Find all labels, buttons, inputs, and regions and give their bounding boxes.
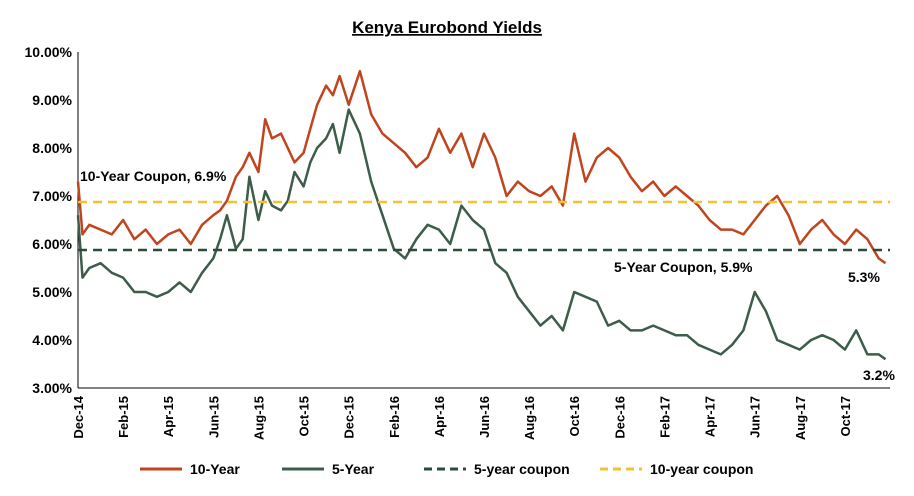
legend: 10-Year 5-Year 5-year coupon 10-year coupon (140, 461, 753, 477)
five-year-end-label: 3.2% (863, 367, 895, 383)
ten-year-end-label: 5.3% (848, 269, 880, 285)
y-tick-label: 7.00% (32, 188, 72, 204)
five-year-coupon-annotation: 5-Year Coupon, 5.9% (614, 259, 753, 275)
series-line (76, 69, 887, 265)
x-tick-label: Feb-15 (116, 396, 131, 438)
y-axis: 3.00% 4.00% 5.00% 6.00% 7.00% 8.00% 9.00% 10.00… (25, 44, 79, 396)
x-tick-label: Dec-14 (71, 395, 86, 438)
y-tick-label: 9.00% (32, 92, 72, 108)
x-tick-label: Jun-15 (206, 396, 221, 438)
legend-label: 10-Year (190, 461, 240, 477)
plot-area (76, 69, 890, 361)
x-tick-label: Apr-15 (161, 396, 176, 437)
x-tick-label: Feb-16 (387, 396, 402, 438)
x-tick-label: Oct-16 (567, 396, 582, 436)
y-tick-label: 8.00% (32, 140, 72, 156)
x-tick-label: Oct-15 (297, 396, 312, 436)
legend-label: 5-year coupon (474, 461, 570, 477)
x-tick-label: Dec-16 (612, 396, 627, 439)
annotations: 10-Year Coupon, 6.9% 5-Year Coupon, 5.9%… (80, 168, 895, 383)
x-tick-label: Apr-17 (703, 396, 718, 437)
ten-year-coupon-annotation: 10-Year Coupon, 6.9% (80, 168, 227, 184)
x-tick-label: Apr-16 (432, 396, 447, 437)
y-tick-label: 5.00% (32, 284, 72, 300)
y-tick-label: 10.00% (25, 44, 73, 60)
y-tick-label: 3.00% (32, 380, 72, 396)
x-tick-label: Aug-17 (793, 396, 808, 440)
x-tick-label: Jun-17 (748, 396, 763, 438)
legend-label: 10-year coupon (650, 461, 753, 477)
x-tick-label: Oct-17 (838, 396, 853, 436)
x-tick-label: Feb-17 (657, 396, 672, 438)
y-tick-label: 6.00% (32, 236, 72, 252)
legend-label: 5-Year (332, 461, 375, 477)
y-tick-label: 4.00% (32, 332, 72, 348)
x-tick-label: Dec-15 (342, 396, 357, 439)
x-tick-label: Jun-16 (477, 396, 492, 438)
chart-title: Kenya Eurobond Yields (352, 18, 542, 37)
x-axis: Dec-14 Feb-15 Apr-15 Jun-15 Aug-15 Oct-15 Dec-… (71, 387, 890, 440)
x-tick-label: Aug-15 (251, 396, 266, 440)
x-tick-label: Aug-16 (522, 396, 537, 440)
series-line (76, 108, 887, 361)
